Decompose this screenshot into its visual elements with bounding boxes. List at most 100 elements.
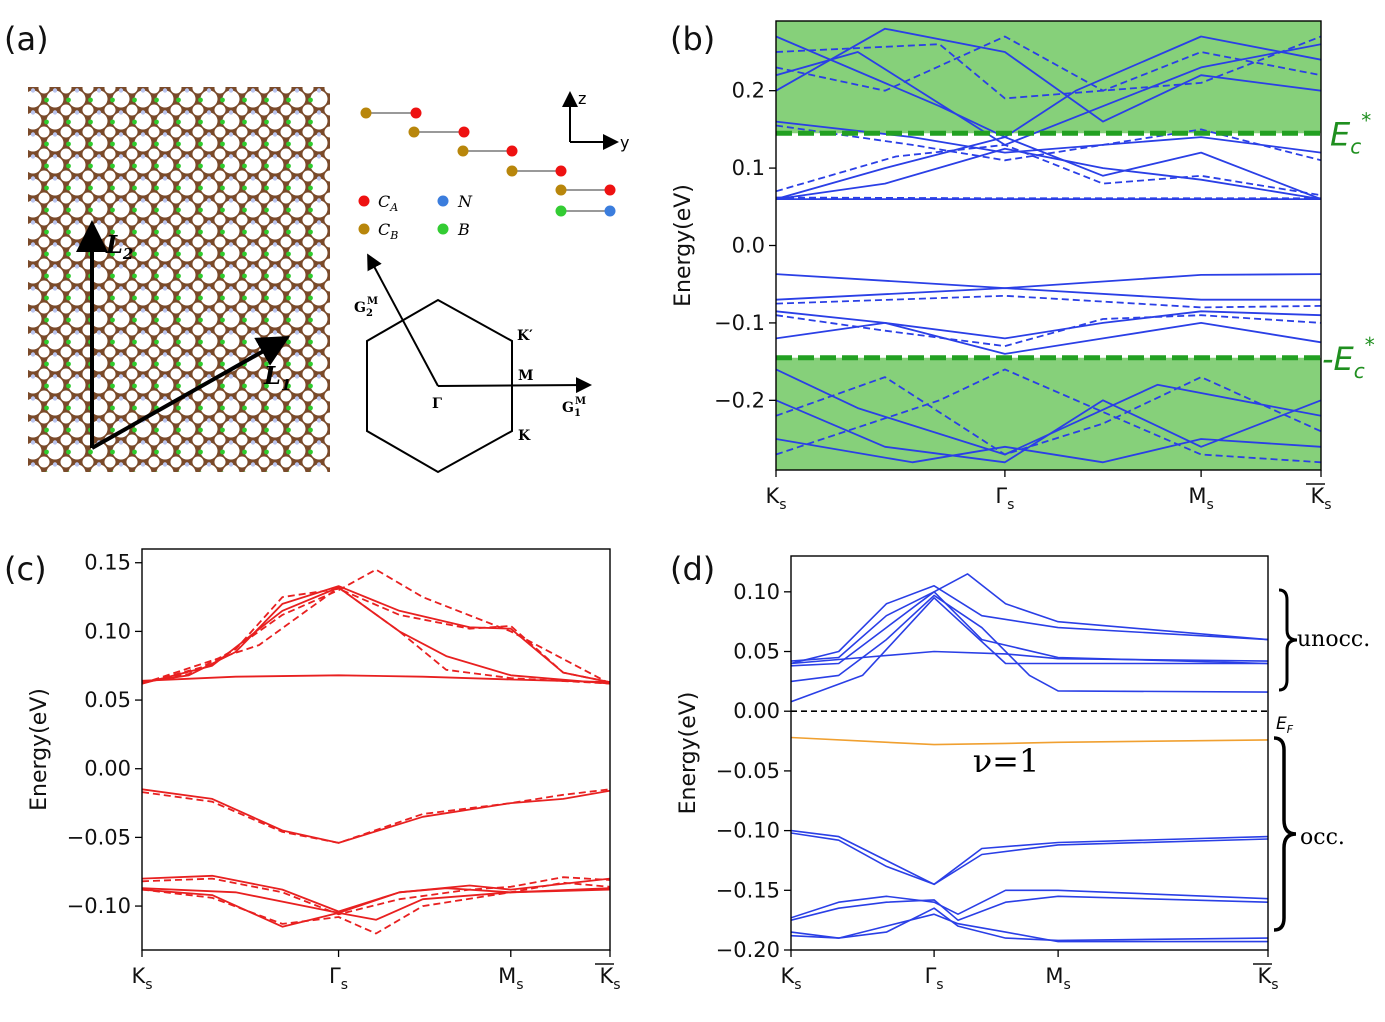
panel-label-a: (a) <box>4 20 49 58</box>
band-hi4 <box>776 35 1321 139</box>
series-group <box>791 573 1268 943</box>
band-lo5 <box>776 368 1321 456</box>
band-c1d <box>142 587 610 684</box>
band-cb1 <box>776 147 1321 200</box>
ytick-label: 0.00 <box>733 699 780 723</box>
band-u2 <box>791 573 1268 662</box>
ytick-label: 0.05 <box>84 688 131 712</box>
lattice-vector-L1 <box>91 336 290 450</box>
xtick-label: Ks <box>780 964 801 993</box>
band-flat <box>791 736 1268 746</box>
plot-frame <box>141 548 611 951</box>
ytick-label: −0.10 <box>716 819 780 843</box>
band-u1 <box>791 584 1268 665</box>
band-lo3 <box>776 438 1321 464</box>
ytick-label: 0.2 <box>732 79 765 103</box>
band-lo2 <box>776 376 1321 456</box>
band-vb2d <box>776 314 1321 348</box>
legend-B-dot <box>437 223 449 235</box>
band-flat1d <box>776 196 1321 200</box>
band-cb3 <box>776 143 1321 197</box>
ytick-label: −0.20 <box>716 938 780 962</box>
band-hi5 <box>776 35 1321 100</box>
chart-panel-d: EF −0.20 −0.15 −0.10 −0.05 0.00 0.05 0.10 Ks Γs Ms… <box>676 555 1370 993</box>
legend-CB-label: CB <box>378 220 398 242</box>
y-axis-label: Energy(eV) <box>676 692 701 815</box>
threshold-label-0: Ec* <box>1330 108 1371 158</box>
bz-K-label: K <box>518 428 531 444</box>
brillouin-zone: Γ M K K′ G1M G2M <box>354 253 592 474</box>
ytick-label: 0.1 <box>732 156 765 180</box>
band-v2 <box>142 874 610 913</box>
ytick-label: 0.05 <box>733 640 780 664</box>
ytick-label: 0.15 <box>84 551 131 575</box>
ytick-label: 0.10 <box>84 619 131 643</box>
band-flat2 <box>776 273 1321 290</box>
atom-legend: CA CB N B <box>358 192 473 242</box>
ytick-label: 0.0 <box>732 234 765 258</box>
band-v4 <box>142 887 610 914</box>
band-o6 <box>791 913 1268 943</box>
bz-M-label: M <box>518 368 534 384</box>
ytick-label: −0.05 <box>716 759 780 783</box>
xtick-label: Γs <box>995 484 1014 513</box>
band-u4 <box>791 594 1268 693</box>
band-vb1d <box>776 294 1321 309</box>
band-u5 <box>791 596 1268 703</box>
xtick-label: Ks <box>765 484 786 513</box>
panel-a: L2 L1 z y CA CB <box>28 87 629 474</box>
legend-CA-dot <box>358 195 370 207</box>
xtick-label: Ms <box>498 964 523 993</box>
xtick-label: Γs <box>329 964 348 993</box>
xtick-label: Γs <box>925 964 944 993</box>
band-v3d <box>142 881 610 935</box>
band-cb2 <box>776 136 1321 200</box>
legend-N-dot <box>437 195 449 207</box>
panel-label-d: (d) <box>670 550 715 588</box>
L1-label: L1 <box>263 361 291 394</box>
band-o1 <box>791 829 1268 886</box>
unocc-label: unocc. <box>1297 627 1370 652</box>
band-vb1 <box>776 287 1321 301</box>
legend-CB-dot <box>358 223 370 235</box>
ytick-label: −0.1 <box>714 311 765 335</box>
series-group <box>142 568 610 935</box>
axis-y-label: y <box>620 133 629 152</box>
L2-label: L2 <box>105 230 133 263</box>
bz-hexagon <box>366 298 513 474</box>
band-o2 <box>791 832 1268 886</box>
band-o4 <box>791 895 1268 922</box>
xtick-label: Ks <box>1310 484 1331 513</box>
coordinate-axes: z y <box>562 89 629 152</box>
bz-Kprime-label: K′ <box>517 328 533 344</box>
band-v1 <box>142 788 610 844</box>
shaded-continuum-0 <box>776 21 1321 134</box>
legend-B-label: B <box>457 220 470 239</box>
ytick-label: −0.05 <box>67 825 131 849</box>
xtick-label: Ks <box>599 964 620 993</box>
layer-stack-schematic <box>360 107 616 217</box>
threshold-label-1: -Ec* <box>1322 333 1375 383</box>
plot-frame <box>790 555 1269 951</box>
ytick-label: 0.00 <box>84 757 131 781</box>
legend-N-label: N <box>457 192 473 211</box>
band-o5 <box>791 907 1268 942</box>
xtick-label: Ks <box>1257 964 1278 993</box>
band-hi2 <box>776 27 1321 123</box>
occ-label: occ. <box>1300 825 1345 850</box>
xtick-label: Ms <box>1045 964 1070 993</box>
band-c2d <box>142 568 610 685</box>
band-c3 <box>142 674 610 684</box>
band-o3 <box>791 889 1268 919</box>
axis-z-label: z <box>578 89 586 108</box>
band-vb3 <box>776 321 1321 355</box>
chart-panel-b: Ec* -Ec* −0.2 −0.1 0.0 0.1 0.2 Ks Γs Ms Ks Energy(e… <box>671 20 1375 513</box>
legend-CA-label: CA <box>378 192 398 214</box>
shaded-continuum-1 <box>776 357 1321 470</box>
occ-brace <box>1273 736 1297 932</box>
band-lo4 <box>776 368 1321 464</box>
xtick-label: Ms <box>1188 484 1213 513</box>
panel-label-c: (c) <box>4 550 47 588</box>
G2-arrow <box>367 253 439 387</box>
